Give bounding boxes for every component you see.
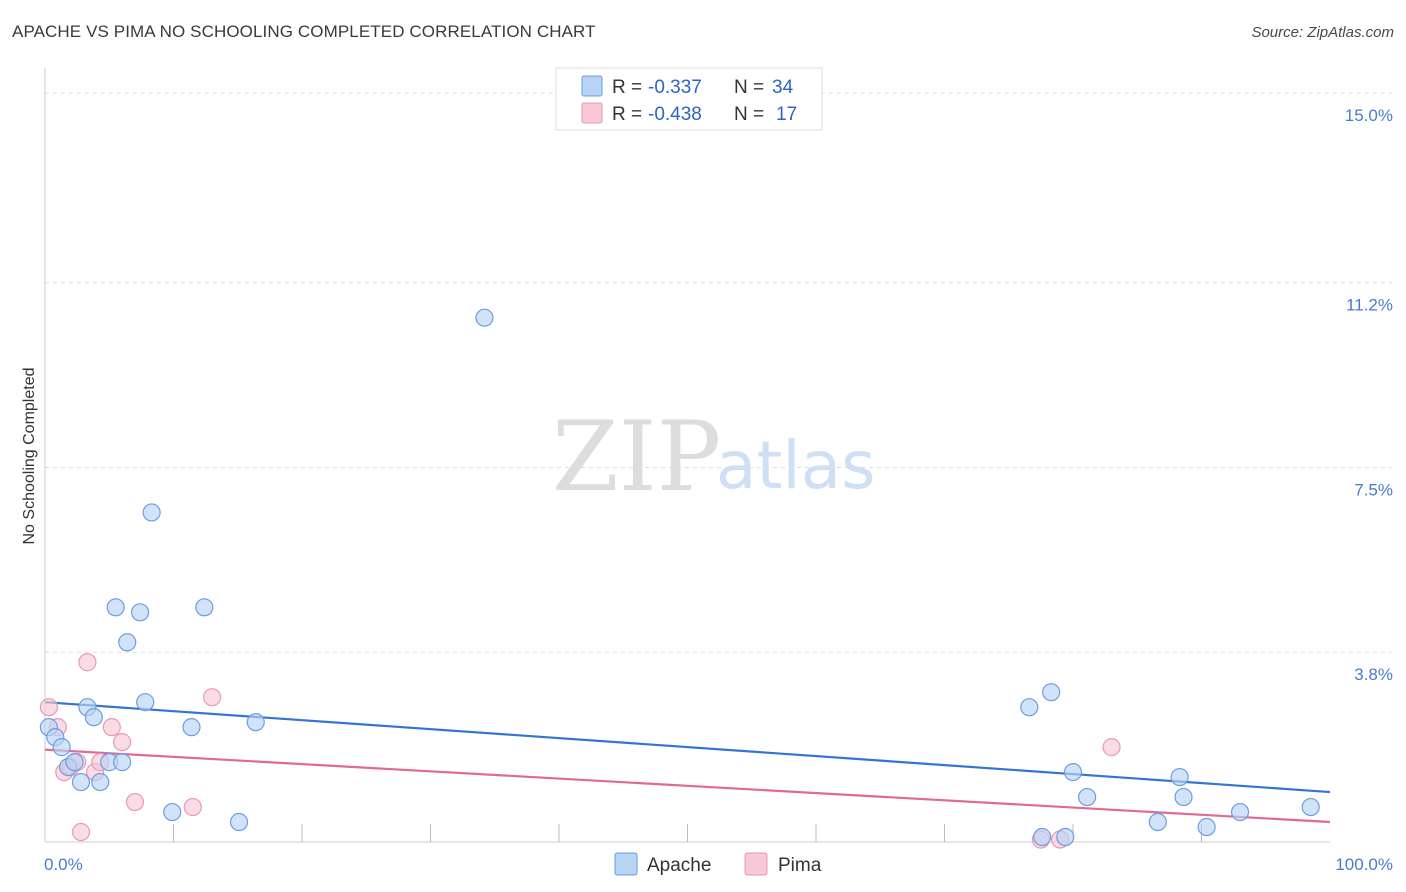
data-point-apache [84,708,103,727]
legend-n-label-pima: N = [734,104,764,125]
x-tick-label: 100.0% [1335,855,1393,874]
axes: 3.8% 7.5% 11.2% 15.0% 0.0% 100.0% No Schooling… [21,68,1393,874]
data-point-apache [1033,827,1052,847]
chart-title: APACHE VS PIMA NO SCHOOLING COMPLETED CO… [12,22,596,41]
legend-n-label-apache: N = [734,77,764,98]
data-point-apache [1056,827,1075,847]
data-point-pima [71,822,91,842]
legend-swatch-pima [581,102,603,124]
watermark-atlas: atlas [716,427,876,504]
data-point-apache [65,753,84,772]
data-point-pima [183,797,202,817]
trend-line-apache [44,701,1331,794]
data-point-apache [163,802,182,822]
data-point-apache [1042,683,1061,702]
data-point-pima [102,718,121,737]
legend-n-value-pima: 17 [776,104,797,125]
data-point-apache [1063,762,1083,782]
y-tick-label: 15.0% [1345,106,1393,125]
bottom-legend-swatch-pima [744,852,768,876]
watermark: ZIP atlas [552,401,876,513]
legend-n-value-apache: 34 [772,77,794,98]
data-point-apache [1197,817,1216,837]
y-axis-label: No Schooling Completed [21,368,38,545]
data-point-apache [229,812,249,832]
watermark-zip: ZIP [552,401,721,513]
data-point-apache [91,772,110,792]
data-point-apache [1078,787,1097,807]
legend-bottom: Apache Pima [614,852,822,876]
y-tick-label: 11.2% [1346,296,1393,315]
legend-r-value-pima: -0.438 [648,104,702,125]
data-point-apache [142,503,161,522]
data-point-apache [182,718,201,737]
legend-swatch-apache [581,75,603,97]
data-points [39,308,1320,849]
legend-r-label-apache: R = [612,77,642,98]
data-point-apache [130,603,150,622]
y-tick-label: 3.8% [1354,665,1393,684]
data-point-apache [112,753,132,772]
data-point-pima [39,698,58,717]
data-point-apache [246,713,265,732]
data-point-apache [1301,797,1320,817]
legend-r-value-apache: -0.337 [648,77,702,98]
data-point-pima [125,792,145,812]
data-point-apache [475,308,494,327]
data-point-apache [52,738,71,757]
x-tick-label: 0.0% [44,855,83,874]
trend-lines [44,701,1331,824]
grid [45,92,1392,653]
bottom-legend-label-apache: Apache [647,855,711,876]
bottom-legend-label-pima: Pima [778,855,822,876]
data-point-apache [1174,787,1193,807]
chart-source: Source: ZipAtlas.com [1251,24,1394,41]
data-point-apache [1148,812,1167,832]
data-point-apache [118,633,137,652]
data-point-apache [1170,767,1189,787]
data-point-pima [1102,738,1121,757]
data-point-apache [1020,698,1039,717]
y-tick-label: 7.5% [1354,480,1393,499]
trend-line-pima [44,748,1331,824]
bottom-legend-swatch-apache [614,852,638,876]
legend-top: R = -0.337 N = 34 R = -0.438 N = 17 [555,67,823,131]
data-point-apache [106,598,125,617]
data-point-pima [112,733,132,752]
data-point-apache [195,598,214,617]
data-point-apache [136,693,155,712]
legend-r-label-pima: R = [612,104,642,125]
data-point-apache [1230,802,1250,822]
data-point-pima [78,653,97,672]
data-point-pima [202,688,222,707]
data-point-apache [71,772,91,792]
